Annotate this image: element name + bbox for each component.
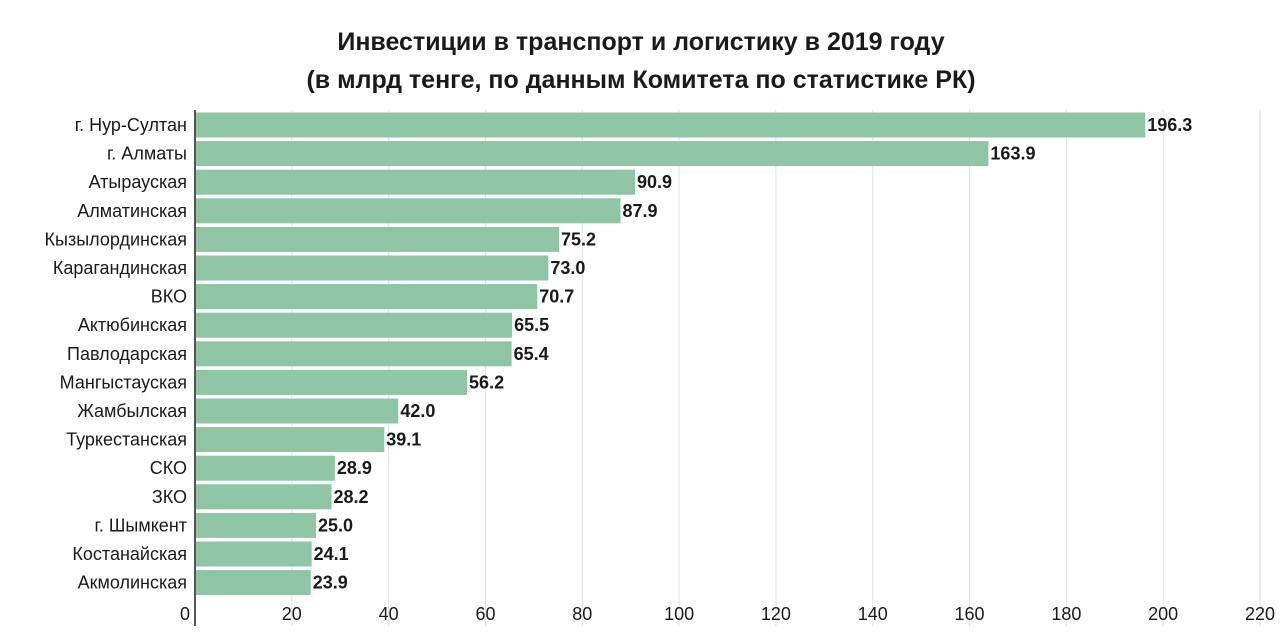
x-tick-label: 40 — [379, 604, 399, 624]
value-label: 23.9 — [313, 573, 348, 593]
category-label: Кызылординская — [45, 229, 187, 249]
x-tick-label: 180 — [1051, 604, 1081, 624]
category-label: г. Нур-Султан — [75, 115, 187, 135]
bar — [196, 141, 989, 167]
value-label: 87.9 — [623, 201, 658, 221]
value-labels: 196.3 163.9 90.9 87.9 75.2 73.0 70.7 65.5 65.4 56… — [313, 115, 1193, 593]
bar — [196, 512, 317, 538]
bar — [196, 284, 538, 310]
bar — [196, 541, 312, 567]
x-tick-label: 120 — [761, 604, 791, 624]
value-label: 25.0 — [318, 515, 353, 535]
chart-title: Инвестиции в транспорт и логистику в 201… — [337, 28, 945, 56]
value-label: 163.9 — [990, 144, 1035, 164]
category-label: Павлодарская — [67, 344, 187, 364]
value-label: 39.1 — [386, 430, 421, 450]
x-tick-label: 140 — [858, 604, 888, 624]
category-label: Атырауская — [89, 172, 187, 192]
x-tick-label: 160 — [955, 604, 985, 624]
category-label: г. Алматы — [107, 144, 187, 164]
value-label: 24.1 — [314, 544, 349, 564]
category-label: Карагандинская — [53, 258, 187, 278]
x-tick-label: 0 — [180, 604, 190, 624]
value-label: 56.2 — [469, 372, 504, 392]
bar — [196, 369, 468, 395]
bar — [196, 312, 513, 338]
category-label: Акмолинская — [78, 573, 187, 593]
bar — [196, 255, 549, 281]
bar — [196, 169, 636, 195]
value-label: 28.9 — [337, 458, 372, 478]
category-label: Актюбинская — [78, 315, 187, 335]
value-label: 73.0 — [550, 258, 585, 278]
value-label: 75.2 — [561, 229, 596, 249]
category-label: Жамбылская — [77, 401, 187, 421]
category-label: Туркестанская — [66, 430, 187, 450]
category-label: ЗКО — [152, 487, 187, 507]
bars — [196, 112, 1146, 596]
category-label: ВКО — [151, 287, 187, 307]
x-tick-label: 60 — [475, 604, 495, 624]
x-tick-label: 80 — [572, 604, 592, 624]
bar — [196, 427, 385, 453]
x-tick-labels: 0 20 40 60 80 100 120 140 160 180 200 220 — [180, 604, 1275, 624]
value-label: 65.5 — [514, 315, 549, 335]
bar — [196, 455, 335, 481]
value-label: 196.3 — [1147, 115, 1192, 135]
bar — [196, 226, 560, 252]
value-label: 28.2 — [334, 487, 369, 507]
category-label: Мангыстауская — [60, 372, 187, 392]
bar — [196, 484, 332, 510]
category-label: СКО — [150, 458, 187, 478]
bar — [196, 398, 399, 424]
category-label: Алматинская — [77, 201, 187, 221]
value-label: 42.0 — [400, 401, 435, 421]
category-label: г. Шымкент — [95, 515, 187, 535]
x-tick-label: 100 — [664, 604, 694, 624]
bar — [196, 112, 1146, 138]
value-label: 65.4 — [514, 344, 549, 364]
value-label: 70.7 — [539, 287, 574, 307]
category-label: Костанайская — [72, 544, 187, 564]
category-labels: г. Нур-Султан г. Алматы Атырауская Алматинс… — [45, 115, 187, 593]
bar — [196, 341, 512, 367]
grid-lines — [291, 110, 1261, 626]
bar — [196, 570, 311, 596]
chart-subtitle: (в млрд тенге, по данным Комитета по ста… — [306, 66, 976, 94]
value-label: 90.9 — [637, 172, 672, 192]
x-tick-label: 200 — [1148, 604, 1178, 624]
x-tick-label: 220 — [1245, 604, 1275, 624]
x-tick-label: 20 — [282, 604, 302, 624]
bar — [196, 198, 621, 224]
